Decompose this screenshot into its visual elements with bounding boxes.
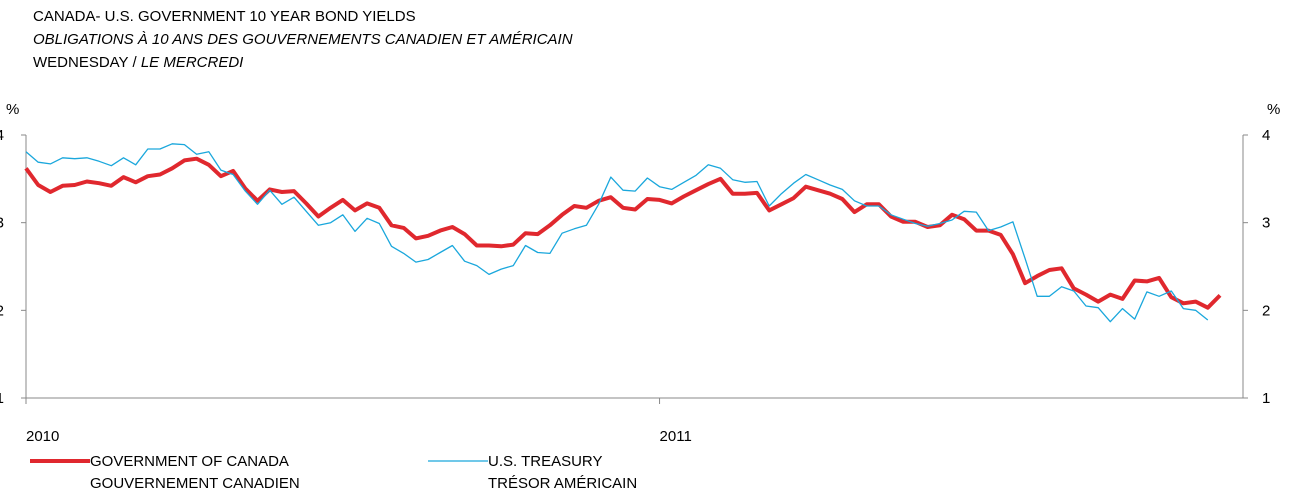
x-tick-label: 2011 bbox=[660, 428, 692, 445]
y2-axis-label: % bbox=[1267, 101, 1280, 118]
y-tick-label: 4 bbox=[0, 127, 4, 144]
x-tick-label: 2010 bbox=[26, 428, 59, 445]
legend-label-fr: TRÉSOR AMÉRICAIN bbox=[488, 475, 637, 492]
y2-tick-label: 1 bbox=[1262, 390, 1270, 407]
chart-subtitle: OBLIGATIONS À 10 ANS DES GOUVERNEMENTS C… bbox=[33, 31, 573, 48]
y2-tick-label: 3 bbox=[1262, 215, 1270, 232]
legend-label-fr: GOUVERNEMENT CANADIEN bbox=[90, 475, 300, 492]
chart-title: CANADA- U.S. GOVERNMENT 10 YEAR BOND YIE… bbox=[33, 8, 416, 25]
series-line bbox=[25, 143, 1209, 323]
y-tick-label: 3 bbox=[0, 215, 4, 232]
series-line bbox=[24, 156, 1222, 310]
y-tick-label: 2 bbox=[0, 302, 4, 319]
y2-tick-label: 4 bbox=[1262, 127, 1270, 144]
legend-label: GOVERNMENT OF CANADA bbox=[90, 453, 289, 470]
day-label-fr: LE MERCREDI bbox=[141, 54, 244, 71]
y-axis-label: % bbox=[6, 101, 19, 118]
y-tick-label: 1 bbox=[0, 390, 4, 407]
day-label: WEDNESDAY / LE MERCREDI bbox=[33, 54, 243, 71]
legend-label: U.S. TREASURY bbox=[488, 453, 602, 470]
y2-tick-label: 2 bbox=[1262, 302, 1270, 319]
day-label-en: WEDNESDAY / bbox=[33, 54, 137, 71]
